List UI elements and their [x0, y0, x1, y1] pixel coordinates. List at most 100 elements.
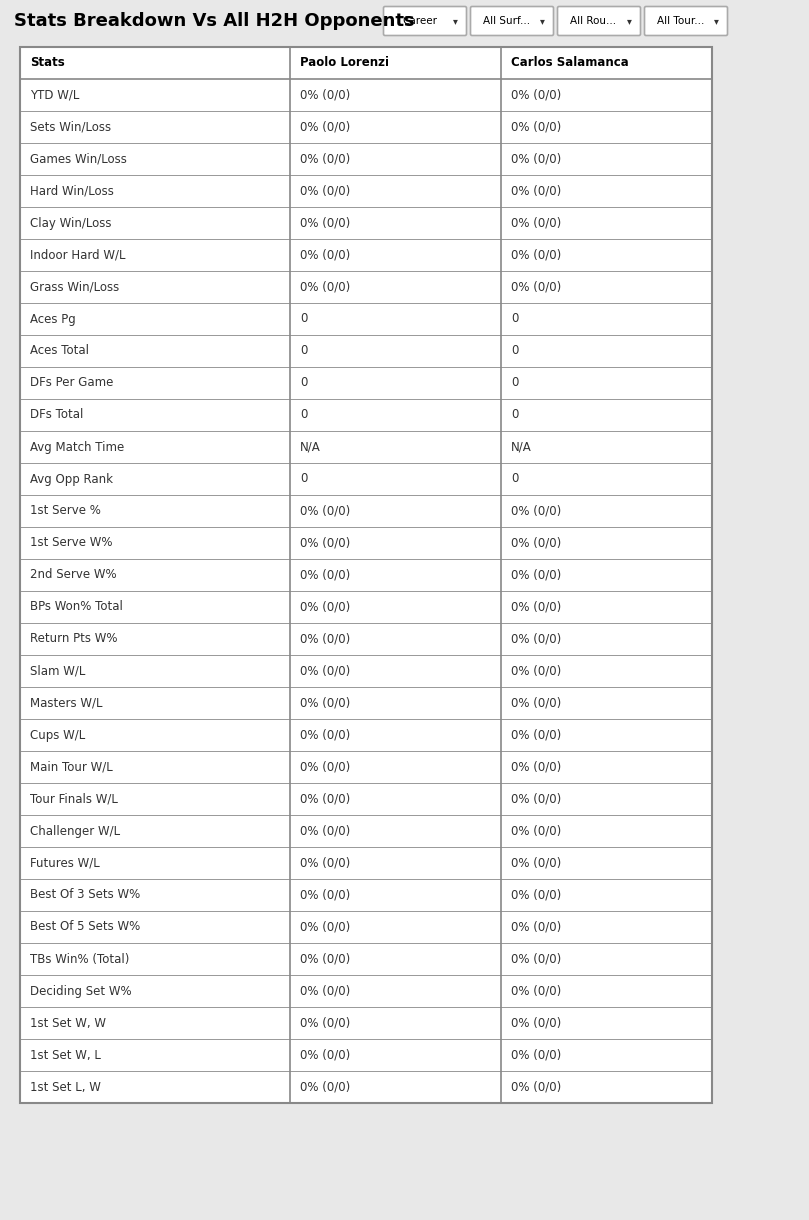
Text: 0% (0/0): 0% (0/0)	[511, 921, 561, 933]
Text: 0% (0/0): 0% (0/0)	[300, 281, 350, 294]
Text: 0: 0	[511, 409, 519, 421]
Text: 0% (0/0): 0% (0/0)	[511, 281, 561, 294]
Text: 0% (0/0): 0% (0/0)	[511, 216, 561, 229]
Text: 0% (0/0): 0% (0/0)	[300, 1016, 350, 1030]
Text: 1st Serve %: 1st Serve %	[30, 505, 101, 517]
Text: 0% (0/0): 0% (0/0)	[300, 152, 350, 166]
Text: Hard Win/Loss: Hard Win/Loss	[30, 184, 114, 198]
Text: DFs Total: DFs Total	[30, 409, 83, 421]
FancyBboxPatch shape	[557, 6, 641, 35]
Text: 0% (0/0): 0% (0/0)	[300, 856, 350, 870]
Text: 0% (0/0): 0% (0/0)	[300, 216, 350, 229]
Text: ▾: ▾	[714, 16, 719, 26]
Text: N/A: N/A	[300, 440, 320, 454]
Text: 0% (0/0): 0% (0/0)	[300, 760, 350, 773]
Text: 0% (0/0): 0% (0/0)	[300, 1081, 350, 1093]
Text: YTD W/L: YTD W/L	[30, 89, 79, 101]
Text: 0% (0/0): 0% (0/0)	[511, 728, 561, 742]
Text: ▾: ▾	[627, 16, 632, 26]
Text: Career: Career	[402, 16, 437, 26]
Text: 0: 0	[511, 312, 519, 326]
Text: 0% (0/0): 0% (0/0)	[511, 505, 561, 517]
Text: Clay Win/Loss: Clay Win/Loss	[30, 216, 112, 229]
Text: 0: 0	[511, 344, 519, 357]
Text: 0% (0/0): 0% (0/0)	[511, 1048, 561, 1061]
Text: Avg Opp Rank: Avg Opp Rank	[30, 472, 113, 486]
Text: All Rou...: All Rou...	[570, 16, 616, 26]
Text: 0% (0/0): 0% (0/0)	[511, 665, 561, 677]
Text: Stats: Stats	[30, 56, 65, 70]
Text: 0: 0	[300, 312, 307, 326]
Text: 0% (0/0): 0% (0/0)	[511, 249, 561, 261]
Text: N/A: N/A	[511, 440, 532, 454]
Text: Indoor Hard W/L: Indoor Hard W/L	[30, 249, 125, 261]
Text: Deciding Set W%: Deciding Set W%	[30, 985, 132, 998]
Text: 0: 0	[300, 472, 307, 486]
Text: 0% (0/0): 0% (0/0)	[300, 953, 350, 965]
Text: 0% (0/0): 0% (0/0)	[300, 728, 350, 742]
Text: 0% (0/0): 0% (0/0)	[300, 793, 350, 805]
FancyBboxPatch shape	[645, 6, 727, 35]
Text: 0% (0/0): 0% (0/0)	[511, 152, 561, 166]
Bar	[0, 0, 809, 41]
Text: 0% (0/0): 0% (0/0)	[300, 921, 350, 933]
Text: 0% (0/0): 0% (0/0)	[511, 1081, 561, 1093]
Text: 0% (0/0): 0% (0/0)	[511, 184, 561, 198]
Text: 0: 0	[300, 344, 307, 357]
Text: 0% (0/0): 0% (0/0)	[300, 697, 350, 710]
Text: 0% (0/0): 0% (0/0)	[300, 249, 350, 261]
Text: 0% (0/0): 0% (0/0)	[511, 793, 561, 805]
Text: Return Pts W%: Return Pts W%	[30, 632, 117, 645]
Text: 0: 0	[511, 377, 519, 389]
Text: ▾: ▾	[540, 16, 544, 26]
Text: TBs Win% (Total): TBs Win% (Total)	[30, 953, 129, 965]
Text: 0: 0	[300, 409, 307, 421]
Text: Aces Total: Aces Total	[30, 344, 89, 357]
Text: Main Tour W/L: Main Tour W/L	[30, 760, 112, 773]
Text: 1st Serve W%: 1st Serve W%	[30, 537, 112, 549]
Text: 0% (0/0): 0% (0/0)	[511, 888, 561, 902]
Text: BPs Won% Total: BPs Won% Total	[30, 600, 123, 614]
Text: 0% (0/0): 0% (0/0)	[300, 825, 350, 837]
Text: Carlos Salamanca: Carlos Salamanca	[511, 56, 629, 70]
Text: Games Win/Loss: Games Win/Loss	[30, 152, 127, 166]
Text: Best Of 5 Sets W%: Best Of 5 Sets W%	[30, 921, 140, 933]
Text: Masters W/L: Masters W/L	[30, 697, 103, 710]
Text: 0% (0/0): 0% (0/0)	[300, 665, 350, 677]
Text: Cups W/L: Cups W/L	[30, 728, 85, 742]
Text: 0% (0/0): 0% (0/0)	[511, 856, 561, 870]
Text: 0% (0/0): 0% (0/0)	[511, 697, 561, 710]
Text: 0% (0/0): 0% (0/0)	[300, 1048, 350, 1061]
Text: Challenger W/L: Challenger W/L	[30, 825, 120, 837]
Text: 0% (0/0): 0% (0/0)	[300, 184, 350, 198]
Text: 0% (0/0): 0% (0/0)	[300, 600, 350, 614]
Text: 1st Set L, W: 1st Set L, W	[30, 1081, 101, 1093]
Text: 0: 0	[511, 472, 519, 486]
Text: 0: 0	[300, 377, 307, 389]
Text: 0% (0/0): 0% (0/0)	[300, 89, 350, 101]
Text: Best Of 3 Sets W%: Best Of 3 Sets W%	[30, 888, 140, 902]
Text: 0% (0/0): 0% (0/0)	[511, 89, 561, 101]
Text: 0% (0/0): 0% (0/0)	[300, 632, 350, 645]
FancyBboxPatch shape	[471, 6, 553, 35]
Text: 0% (0/0): 0% (0/0)	[511, 760, 561, 773]
Text: Tour Finals W/L: Tour Finals W/L	[30, 793, 118, 805]
Text: Aces Pg: Aces Pg	[30, 312, 76, 326]
Text: 0% (0/0): 0% (0/0)	[300, 569, 350, 582]
Text: ▾: ▾	[453, 16, 458, 26]
Text: Paolo Lorenzi: Paolo Lorenzi	[300, 56, 389, 70]
Text: 1st Set W, L: 1st Set W, L	[30, 1048, 101, 1061]
Text: All Surf...: All Surf...	[483, 16, 530, 26]
Text: Sets Win/Loss: Sets Win/Loss	[30, 121, 111, 133]
Text: 0% (0/0): 0% (0/0)	[511, 985, 561, 998]
Text: 0% (0/0): 0% (0/0)	[511, 569, 561, 582]
Text: Avg Match Time: Avg Match Time	[30, 440, 125, 454]
Text: 0% (0/0): 0% (0/0)	[511, 600, 561, 614]
Text: 0% (0/0): 0% (0/0)	[300, 985, 350, 998]
Text: 0% (0/0): 0% (0/0)	[511, 537, 561, 549]
Text: 2nd Serve W%: 2nd Serve W%	[30, 569, 116, 582]
Text: 0% (0/0): 0% (0/0)	[300, 888, 350, 902]
Text: 0% (0/0): 0% (0/0)	[300, 121, 350, 133]
Text: Futures W/L: Futures W/L	[30, 856, 100, 870]
FancyBboxPatch shape	[383, 6, 467, 35]
